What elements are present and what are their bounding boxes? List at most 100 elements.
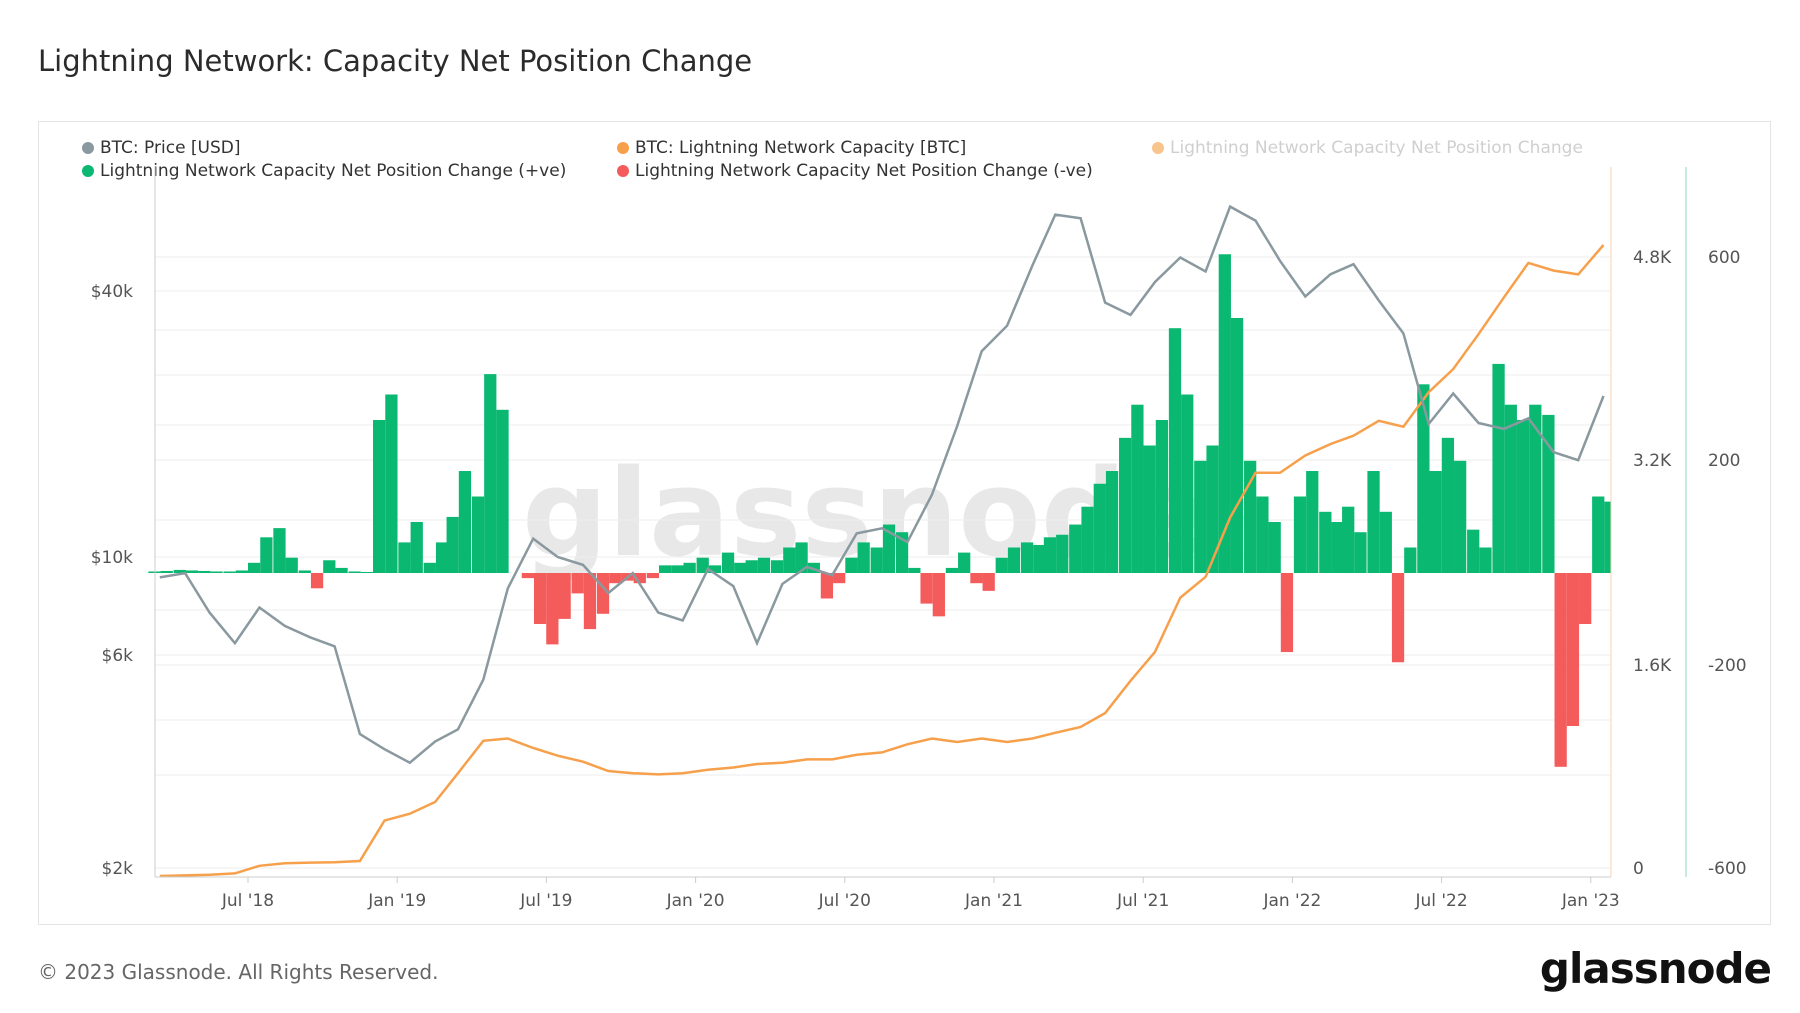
- net-change-bar-positive: [160, 570, 173, 573]
- net-change-bar-positive: [1105, 471, 1119, 573]
- legend-item-positive[interactable]: Lightning Network Capacity Net Position …: [82, 161, 566, 181]
- capacity-tick: 1.6K: [1633, 656, 1672, 676]
- net-change-bar-positive: [734, 562, 747, 573]
- net-change-bar-positive: [348, 571, 361, 573]
- net-change-bar-positive: [298, 570, 311, 573]
- net-change-bar-positive: [435, 542, 449, 573]
- net-change-bar-positive: [958, 552, 971, 573]
- x-tick-label: Jul '19: [519, 891, 572, 911]
- net-change-bar-negative: [310, 573, 324, 589]
- net-change-bar-positive: [1206, 445, 1219, 573]
- net-change-bar-positive: [1592, 496, 1605, 573]
- net-change-bar-positive: [273, 528, 286, 573]
- net-change-bar-positive: [1056, 534, 1069, 573]
- legend-item-price[interactable]: BTC: Price [USD]: [82, 138, 241, 158]
- net-change-bar-positive: [696, 557, 709, 573]
- capacity-tick: 0: [1633, 859, 1644, 879]
- price-tick: $10k: [91, 548, 133, 568]
- x-tick-label: Jul '22: [1414, 891, 1467, 911]
- net-change-bar-positive: [1131, 404, 1144, 573]
- net-change-bar-negative: [609, 573, 622, 584]
- net-change-bar-positive: [783, 547, 796, 573]
- net-change-bar-negative: [646, 573, 659, 579]
- net-change-bar-positive: [671, 565, 684, 573]
- net-change-bar-positive: [1504, 404, 1517, 573]
- net-change-bar-negative: [571, 573, 584, 594]
- net-change-bar-positive: [1119, 437, 1132, 573]
- net-change-bar-positive: [1093, 483, 1106, 573]
- net-change-bar-positive: [210, 571, 223, 573]
- net-change-bar-positive: [360, 571, 374, 573]
- x-tick-label: Jul '20: [818, 891, 871, 911]
- x-tick-label: Jan '23: [1561, 891, 1620, 911]
- legend-label: Lightning Network Capacity Net Position …: [635, 161, 1093, 181]
- net-change-bar-positive: [1033, 544, 1046, 573]
- x-tick-label: Jul '18: [221, 891, 274, 911]
- price-tick: $40k: [91, 282, 133, 302]
- net-change-bar-negative: [932, 573, 945, 617]
- net-change-bar-positive: [882, 524, 896, 573]
- net-change-bar-negative: [1579, 573, 1592, 624]
- net-change-bar-positive: [908, 567, 921, 573]
- net-change-bar-positive: [471, 496, 485, 573]
- legend-dot-icon: [1152, 142, 1164, 154]
- net-change-bar-positive: [1342, 506, 1355, 573]
- net-change-bar-positive: [323, 560, 336, 573]
- x-tick-label: Jan '19: [367, 891, 426, 911]
- net-change-bar-positive: [1467, 529, 1480, 573]
- net-change-bar-positive: [1492, 363, 1505, 573]
- net-change-bar-positive: [398, 542, 411, 573]
- net-change-bar-negative: [970, 573, 983, 584]
- net-change-bar-negative: [533, 573, 547, 624]
- net-change-bar-positive: [1143, 445, 1156, 573]
- net-change-bar-positive: [1542, 414, 1555, 573]
- net-change-bar-positive: [1429, 471, 1442, 573]
- net-change-bar-positive: [757, 557, 771, 573]
- net-change-bar-negative: [1391, 573, 1405, 663]
- net-change-bar-positive: [185, 570, 199, 573]
- x-tick-label: Jul '21: [1116, 891, 1169, 911]
- net-tick: -200: [1708, 656, 1747, 676]
- net-change-bar-positive: [1306, 471, 1319, 573]
- net-change-bar-positive: [1417, 384, 1430, 573]
- net-change-bar-positive: [1268, 522, 1281, 573]
- net-change-bar-positive: [173, 569, 186, 573]
- net-change-bar-positive: [1367, 471, 1380, 573]
- legend-dot-icon: [617, 142, 629, 154]
- price-line: [159, 204, 1605, 765]
- legend-item-net-change[interactable]: Lightning Network Capacity Net Position …: [1152, 138, 1583, 158]
- net-change-bar-positive: [423, 562, 436, 573]
- net-change-bar-positive: [721, 552, 735, 573]
- net-change-bar-negative: [820, 573, 834, 599]
- legend-item-negative[interactable]: Lightning Network Capacity Net Position …: [617, 161, 1093, 181]
- net-change-bar-negative: [546, 573, 559, 645]
- net-change-bar-positive: [1069, 524, 1082, 573]
- net-change-bar-positive: [385, 394, 398, 573]
- x-tick-label: Jan '22: [1262, 891, 1321, 911]
- chart-frame: [38, 121, 1771, 925]
- net-change-bar-positive: [235, 570, 248, 573]
- net-change-bar-positive: [458, 471, 472, 573]
- net-change-bar-positive: [1516, 420, 1530, 573]
- copyright: © 2023 Glassnode. All Rights Reserved.: [38, 960, 439, 984]
- legend-dot-icon: [617, 165, 629, 177]
- net-change-bar-positive: [895, 532, 909, 573]
- net-change-bar-negative: [583, 573, 597, 630]
- legend-item-capacity[interactable]: BTC: Lightning Network Capacity [BTC]: [617, 138, 966, 158]
- net-change-bar-negative: [920, 573, 933, 604]
- net-change-bar-positive: [945, 567, 959, 573]
- net-change-bar-positive: [198, 570, 211, 573]
- net-change-bar-negative: [1566, 573, 1580, 726]
- net-change-bar-positive: [1604, 501, 1611, 573]
- net-change-bar-positive: [148, 571, 161, 573]
- net-change-bar-positive: [1441, 437, 1455, 573]
- net-change-bar-positive: [410, 522, 423, 573]
- net-change-bar-positive: [795, 542, 808, 573]
- net-change-bar-negative: [833, 573, 846, 584]
- net-change-bar-positive: [223, 571, 236, 573]
- price-tick: $6k: [102, 646, 134, 666]
- net-change-bar-negative: [1280, 573, 1294, 653]
- x-tick-label: Jan '20: [666, 891, 725, 911]
- net-change-bar-positive: [770, 560, 784, 573]
